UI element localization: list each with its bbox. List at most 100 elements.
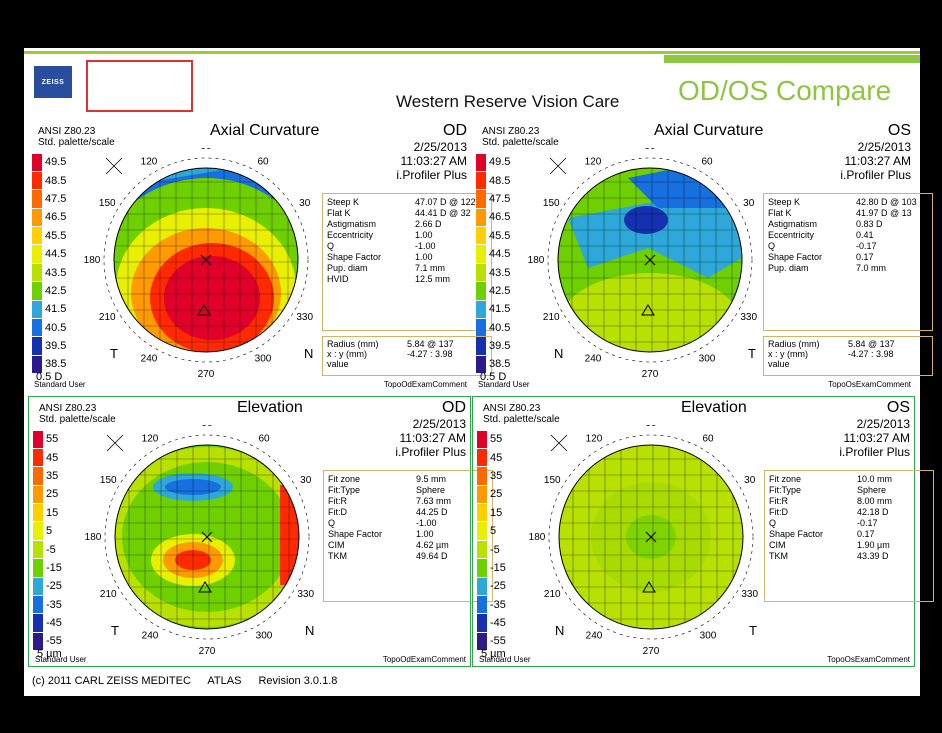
stats-key: Steep K — [327, 197, 360, 207]
stats-value: 9.5 mm — [416, 474, 447, 484]
meridian-label: 240 — [586, 631, 603, 642]
meridian-label: 120 — [142, 433, 159, 444]
stats-key: Pup. diam — [327, 263, 368, 273]
scale-step: 45.5 — [32, 227, 82, 245]
cursor-marker — [105, 157, 123, 175]
cursor-marker — [550, 434, 568, 452]
stats-row: TKM 49.64 D — [328, 551, 488, 562]
exam-datetime: 2/25/2013 11:03:27 AM i.Profiler Plus — [839, 417, 910, 459]
scale-swatch — [33, 559, 43, 577]
meridian-label: 210 — [99, 312, 116, 323]
map-outline — [113, 167, 299, 353]
meridian-ring — [548, 434, 754, 640]
scale-value: 15 — [490, 506, 503, 519]
scale-value: 45 — [490, 451, 503, 464]
stats-value: 1.00 — [415, 252, 433, 262]
scale-step: 44.5 — [476, 245, 526, 263]
scale-swatch — [476, 337, 486, 355]
scale-value: -55 — [490, 635, 506, 648]
scale-swatch — [32, 337, 42, 355]
scale-value: 55 — [46, 433, 59, 446]
scale-swatch — [477, 467, 487, 485]
stats-row: Fit:Type Sphere — [328, 485, 488, 496]
scale-step: 42.5 — [32, 282, 82, 300]
stats-value: 1.00 — [415, 230, 433, 240]
cursor-marker — [549, 157, 567, 175]
scale-step: 49.5 — [32, 153, 82, 171]
scale-value: 40.5 — [45, 321, 67, 334]
scale-swatch — [476, 227, 486, 245]
stats-row: Flat K 41.97 D @ 13 — [768, 208, 928, 219]
exam-date: 2/25/2013 — [412, 417, 466, 431]
meridian-label: 330 — [296, 312, 313, 323]
corneal-center-marker — [645, 531, 657, 543]
scale-step: 45 — [477, 448, 527, 467]
user-label: Standard User — [478, 380, 530, 389]
scale-swatch — [32, 300, 42, 319]
scale-step: -25 — [33, 577, 83, 596]
mode-title: OD/OS Compare — [678, 75, 892, 106]
stats-key: Shape Factor — [327, 252, 382, 262]
meridian-label: 270 — [199, 646, 216, 655]
meridian-label: 180 — [85, 532, 102, 543]
scale-unit: 5 µm — [37, 648, 62, 660]
stats-key: Fit zone — [328, 474, 361, 484]
ansi-label: ANSI Z80.23 — [483, 403, 541, 414]
scale-value: -25 — [490, 580, 506, 593]
topography-map[interactable]: 90 60 30 330 300 270 240 210 180 150 120 — [528, 148, 768, 378]
scale-swatch — [477, 430, 487, 448]
stats-key: Fit:Type — [328, 485, 361, 495]
map-region-darkblue — [624, 206, 668, 234]
meridian-label: 270 — [198, 369, 215, 378]
stats-key: CIM — [769, 540, 786, 550]
quadrant-od-elevation[interactable]: ANSI Z80.23 Std. palette/scale Elevation OD… — [28, 396, 493, 667]
scale-swatch — [32, 355, 42, 374]
stats-row: Astigmatism 0.83 D — [768, 219, 928, 230]
readout-value: 5.84 @ 137 — [848, 339, 895, 349]
readout-key: x : y (mm) — [768, 349, 808, 359]
stats-key: Fit:D — [769, 507, 788, 517]
scale-swatch — [477, 522, 487, 540]
meridian-label: 270 — [643, 646, 660, 655]
scale-swatch — [33, 504, 43, 522]
scale-value: 46.5 — [45, 211, 67, 224]
cursor-readout-box: Radius (mm) 5.84 @ 137 x : y (mm) -4.27 : 3… — [763, 336, 933, 376]
scale-step: 47.5 — [32, 190, 82, 208]
stats-row: Fit:D 42.18 D — [769, 507, 929, 518]
topography-map[interactable]: 90 60 30 330 300 270 240 210 180 150 120 — [529, 425, 769, 655]
quadrant-os-axial[interactable]: ANSI Z80.23 Std. palette/scale Axial Curva… — [472, 120, 933, 391]
scale-swatch — [32, 190, 42, 208]
scale-value: 45 — [46, 451, 59, 464]
exam-datetime: 2/25/2013 11:03:27 AM i.Profiler Plus — [840, 140, 911, 182]
scale-swatch — [33, 485, 43, 504]
scale-swatch — [477, 448, 487, 467]
footer: (c) 2011 CARL ZEISS MEDITEC ATLAS Revisi… — [32, 675, 351, 687]
meridian-ring — [103, 157, 309, 363]
stats-value: -1.00 — [416, 518, 437, 528]
stats-row: Flat K 44.41 D @ 32 — [327, 208, 487, 219]
meridian-label: 330 — [297, 589, 314, 600]
topography-map[interactable]: 90 60 30 330 300 270 240 210 180 150 120 — [85, 425, 325, 655]
stats-key: Steep K — [768, 197, 801, 207]
quadrant-od-axial[interactable]: ANSI Z80.23 Std. palette/scale Axial Curva… — [28, 120, 492, 391]
exam-date: 2/25/2013 — [413, 140, 467, 154]
stats-key: Shape Factor — [769, 529, 824, 539]
stats-value: 47.07 D @ 122 — [415, 197, 476, 207]
scale-swatch — [33, 430, 43, 448]
readout-key: Radius (mm) — [768, 339, 820, 349]
scale-standard-label: ANSI Z80.23 Std. palette/scale — [38, 126, 115, 148]
scale-value: 25 — [490, 488, 503, 501]
quadrant-os-elevation[interactable]: ANSI Z80.23 Std. palette/scale Elevation OS… — [472, 396, 934, 667]
scale-swatch — [476, 171, 486, 190]
scale-step: 55 — [33, 430, 83, 448]
meridian-label: 240 — [585, 354, 602, 365]
scale-value: 41.5 — [45, 303, 67, 316]
meridian-label: 300 — [256, 631, 273, 642]
exam-time: 11:03:27 AM — [843, 431, 911, 445]
stats-row: HVID 12.5 mm — [327, 274, 487, 285]
corneal-center-marker — [644, 254, 656, 266]
stats-row: Fit:Type Sphere — [769, 485, 929, 496]
scale-step: 15 — [477, 504, 527, 522]
meridian-label: 240 — [142, 631, 159, 642]
topography-map[interactable]: 90 60 30 330 300 270 240 210 180 150 120 — [84, 148, 324, 378]
